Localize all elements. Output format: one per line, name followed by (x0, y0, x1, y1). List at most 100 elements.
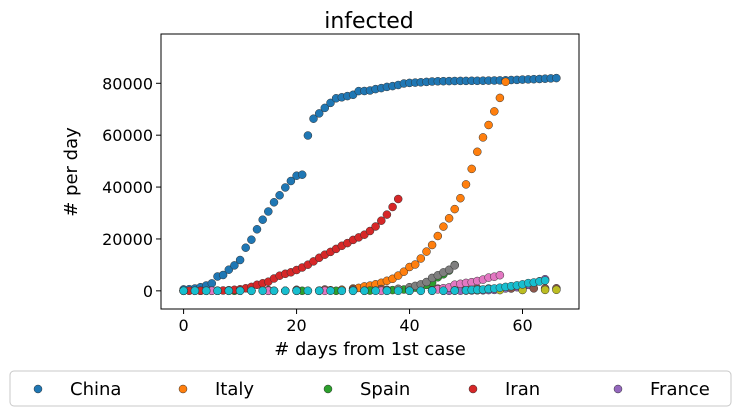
data-point-0 (281, 183, 290, 192)
data-point-0 (235, 255, 245, 265)
data-point-1 (422, 247, 431, 256)
data-point-9 (201, 286, 211, 296)
data-point-7 (444, 265, 454, 275)
data-point-1 (444, 214, 454, 223)
data-point-9 (427, 286, 437, 295)
data-point-9 (235, 286, 245, 296)
data-point-8 (552, 285, 561, 295)
data-point-9 (337, 286, 347, 296)
data-point-9 (258, 286, 267, 296)
x-tick-label: 20 (286, 316, 306, 335)
data-point-1 (478, 133, 488, 142)
data-point-9 (247, 286, 256, 296)
data-point-0 (241, 243, 250, 252)
data-point-7 (450, 261, 459, 270)
data-point-3 (382, 210, 392, 219)
data-point-1 (495, 93, 505, 103)
data-point-9 (303, 286, 313, 296)
data-point-0 (552, 73, 561, 83)
data-point-9 (348, 286, 358, 296)
x-axis-label: # days from 1st case (274, 339, 466, 360)
legend-frame (9, 370, 732, 407)
data-point-1 (399, 267, 409, 276)
y-tick-label: 20000 (102, 230, 153, 249)
data-point-1 (461, 180, 471, 189)
data-point-0 (247, 235, 256, 244)
data-point-0 (297, 170, 307, 179)
data-point-1 (416, 254, 426, 263)
legend-marker (323, 384, 333, 394)
data-point-1 (410, 260, 420, 269)
data-point-1 (490, 107, 499, 116)
data-points (179, 73, 561, 296)
data-point-9 (190, 286, 200, 296)
data-point-9 (224, 286, 234, 296)
data-point-0 (286, 176, 296, 186)
data-point-1 (473, 147, 482, 157)
y-axis-label: # per day (61, 127, 82, 217)
legend-marker (178, 384, 188, 394)
data-point-9 (416, 286, 426, 296)
data-point-9 (540, 276, 550, 285)
data-point-9 (360, 286, 369, 296)
data-point-1 (484, 120, 493, 130)
x-tick-label: 60 (512, 316, 532, 335)
data-point-9 (269, 286, 279, 296)
axes: 0 20 40 60 0 20000 40000 60000 80000 (102, 74, 533, 335)
data-point-0 (230, 261, 239, 270)
data-point-0 (303, 131, 313, 140)
data-point-3 (377, 216, 386, 225)
y-tick-label: 40000 (102, 178, 153, 197)
legend-marker (33, 384, 43, 394)
data-point-1 (467, 164, 476, 174)
data-point-3 (371, 222, 380, 231)
data-point-1 (501, 77, 510, 87)
legend-label: Spain (360, 379, 410, 400)
data-point-9 (314, 286, 324, 296)
legend-label: France (650, 379, 710, 400)
x-tick-label: 0 (179, 316, 189, 335)
legend-label: Italy (215, 379, 254, 400)
data-point-9 (450, 286, 459, 295)
data-point-1 (433, 231, 443, 241)
data-point-9 (382, 286, 392, 296)
y-tick-label: 80000 (102, 74, 153, 93)
legend-label: China (70, 379, 121, 400)
data-point-1 (427, 240, 437, 250)
legend-label: Iran (505, 379, 540, 400)
y-tick-label: 60000 (102, 126, 153, 145)
data-point-1 (439, 222, 448, 231)
data-point-8 (540, 285, 550, 295)
data-point-0 (207, 279, 217, 288)
data-point-0 (218, 270, 228, 280)
x-tick-label: 40 (399, 316, 419, 335)
data-point-9 (179, 286, 188, 296)
chart-title: infected (324, 9, 414, 34)
data-point-0 (314, 109, 324, 118)
data-point-3 (393, 194, 403, 204)
data-point-0 (252, 225, 262, 234)
data-point-0 (275, 191, 284, 200)
data-point-6 (495, 270, 505, 280)
legend-marker (613, 384, 623, 394)
data-point-9 (326, 286, 335, 296)
data-point-0 (326, 98, 335, 108)
legend-marker (468, 384, 478, 394)
plot-area (160, 33, 580, 310)
data-point-9 (439, 286, 448, 295)
data-point-9 (281, 286, 290, 296)
data-point-0 (264, 207, 273, 216)
data-point-1 (450, 204, 459, 214)
data-point-0 (309, 114, 318, 123)
data-point-9 (292, 286, 301, 296)
data-point-9 (393, 286, 403, 296)
data-point-1 (456, 193, 465, 203)
data-point-9 (371, 286, 380, 296)
data-point-3 (365, 226, 375, 236)
legend: China Italy Spain Iran France (9, 370, 732, 407)
data-point-0 (320, 103, 330, 113)
data-point-9 (213, 286, 222, 296)
data-point-9 (405, 286, 414, 296)
data-point-0 (258, 215, 267, 224)
